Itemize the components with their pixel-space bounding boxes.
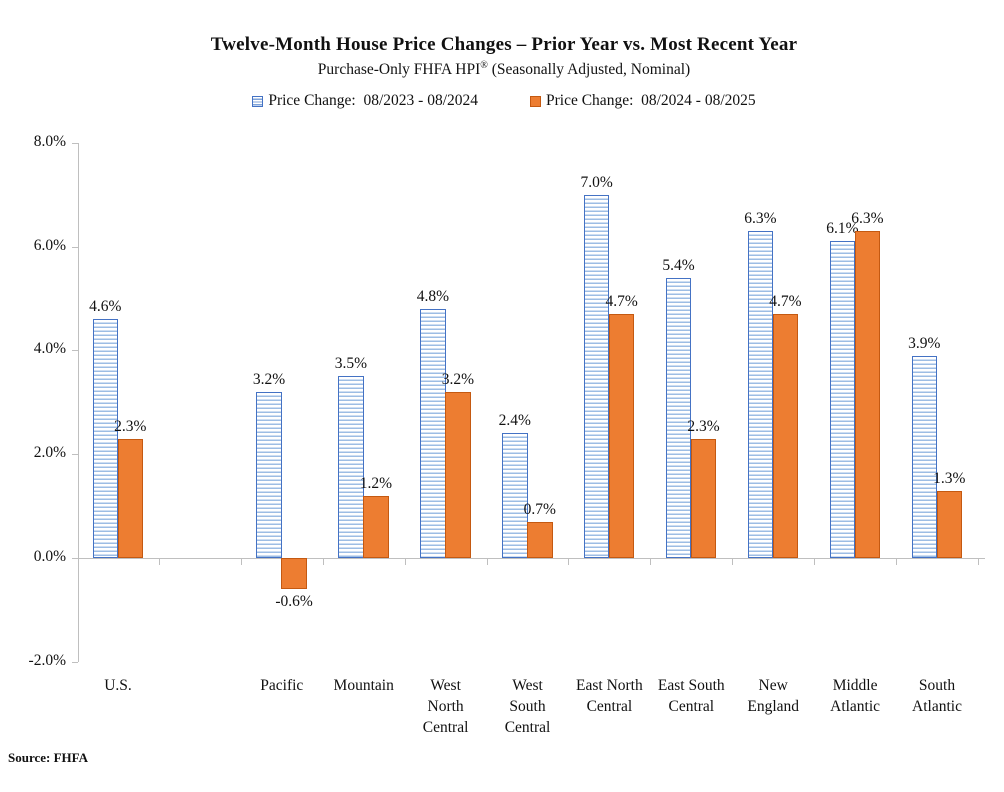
x-category-label: U.S. [104,677,132,694]
legend-label-recent: Price Change: 08/2024 - 08/2025 [546,92,756,110]
bar-value-label: 6.1% [826,220,859,238]
bar-value-label: 4.7% [769,293,802,311]
x-axis-tick [322,559,324,565]
bar-value-label: 0.7% [523,500,556,518]
bar-value-label: 1.3% [933,469,966,487]
chart-subtitle: Purchase-Only FHFA HPI® (Seasonally Adju… [30,60,978,79]
bar-recent [690,438,717,558]
x-axis-tick [158,559,160,565]
bar-prior [420,308,446,558]
bar-value-label: 7.0% [580,173,613,191]
y-tick-label: 2.0% [33,444,66,462]
bar-value-label: 3.2% [252,370,286,388]
x-category-label: Pacific [260,677,304,694]
registered-mark: ® [480,60,488,71]
bar-recent [936,490,962,558]
y-tick-label: -2.0% [28,651,66,669]
x-category-label: South Atlantic [912,677,962,715]
bar-prior [583,194,610,558]
bar-prior [911,355,937,558]
x-category-label: West South Central [504,677,551,736]
bar-recent [445,391,471,558]
subtitle-text: Purchase-Only FHFA HPI [317,61,481,79]
x-axis-tick [650,559,652,565]
y-axis-tick [72,350,78,352]
bar-value-label: 2.4% [498,412,531,430]
x-axis-tick [486,559,488,565]
bar-prior [665,277,692,558]
chart-legend: Price Change: 08/2023 - 08/2024 Price Ch… [30,92,978,110]
y-axis [78,143,79,662]
y-axis-tick [72,246,78,248]
y-axis-tick [72,661,78,663]
x-axis-tick [568,559,570,565]
x-category-label: Middle Atlantic [830,677,881,715]
bar-value-label: 6.3% [744,210,777,228]
bar-recent [281,558,307,590]
bar-prior [256,391,282,558]
x-axis-tick [404,559,406,565]
bar-prior [92,319,118,558]
x-axis-tick [732,559,734,565]
y-tick-label: 6.0% [33,236,66,254]
y-tick-label: 4.0% [33,340,66,358]
chart-header: Twelve-Month House Price Changes – Prior… [30,34,978,110]
bar-recent [608,314,635,558]
bar-value-label: 3.5% [334,355,368,373]
x-axis-tick [977,559,979,565]
legend-item-prior: Price Change: 08/2023 - 08/2024 [252,92,478,110]
x-axis-tick [814,559,816,565]
bar-value-label: 6.3% [851,210,884,228]
bar-value-label: 4.8% [416,287,449,305]
bar-recent [854,231,881,558]
bar-recent [772,314,799,558]
x-category-label: East South Central [657,677,725,715]
chart-title: Twelve-Month House Price Changes – Prior… [210,34,798,55]
y-tick-label: 8.0% [33,132,66,150]
subtitle-text2: (Seasonally Adjusted, Nominal) [487,61,691,79]
y-axis-tick [72,558,78,559]
y-axis-tick [72,142,78,144]
x-category-label: New England [747,677,800,715]
bar-value-label: 3.2% [441,370,474,388]
legend-swatch-prior-icon [252,95,264,107]
legend-item-recent: Price Change: 08/2024 - 08/2025 [530,92,756,110]
bar-recent [363,495,389,558]
y-tick-label: 0.0% [33,548,66,565]
bar-prior [829,241,856,558]
y-axis-tick [72,454,78,456]
bar-value-label: 3.9% [908,334,941,352]
bar-value-label: 2.3% [687,417,720,435]
bar-value-label: 4.6% [89,298,122,316]
bar-value-label: 4.7% [605,293,638,311]
x-category-label: East North Central [576,677,643,715]
legend-swatch-recent-icon [530,95,541,107]
x-axis-tick [240,559,242,565]
x-category-label: Mountain [333,677,394,694]
bar-value-label: 2.3% [114,417,147,435]
bar-prior [338,376,364,558]
x-axis [78,558,985,559]
legend-label-prior: Price Change: 08/2023 - 08/2024 [268,92,478,110]
x-axis-tick [896,559,898,565]
bar-recent [117,438,143,558]
bar-prior [747,231,774,558]
source-note: Source: FHFA [8,750,89,765]
bar-value-label: 1.2% [359,474,393,492]
bar-recent [527,521,553,558]
bar-prior [502,433,528,558]
bar-value-label: -0.6% [275,593,313,611]
x-category-label: West North Central [422,677,469,736]
bar-value-label: 5.4% [662,256,695,274]
